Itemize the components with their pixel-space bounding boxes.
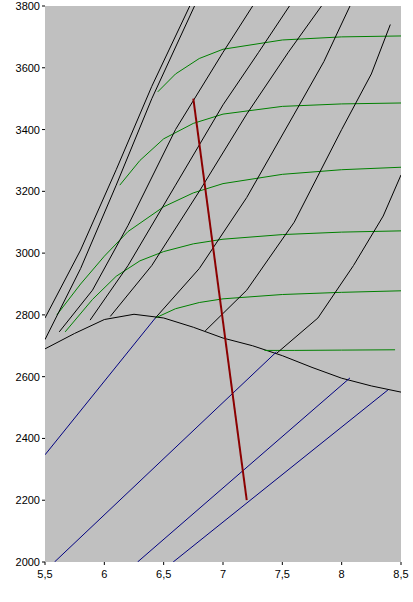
x-tick-label: 6 <box>101 568 107 580</box>
y-tick <box>42 191 45 192</box>
y-tick-label: 3800 <box>16 0 40 12</box>
y-tick-label: 2000 <box>16 556 40 568</box>
x-tick-label: 7,5 <box>275 568 290 580</box>
series-line <box>90 6 289 320</box>
plot-area <box>45 6 401 562</box>
series-line <box>265 349 396 351</box>
y-tick <box>42 376 45 377</box>
series-line <box>45 6 190 318</box>
y-tick <box>42 562 45 563</box>
x-tick <box>163 562 164 565</box>
x-tick-label: 7 <box>220 568 226 580</box>
x-tick <box>223 562 224 565</box>
series-line <box>65 231 401 332</box>
y-tick-label: 3200 <box>16 185 40 197</box>
series-line <box>158 36 401 92</box>
y-tick <box>42 438 45 439</box>
y-tick-label: 3400 <box>16 124 40 136</box>
x-tick <box>282 562 283 565</box>
series-line <box>173 390 388 562</box>
series-line <box>138 378 350 562</box>
series-line <box>193 99 246 501</box>
y-tick-label: 3600 <box>16 62 40 74</box>
x-tick-label: 5,5 <box>37 568 52 580</box>
x-tick-label: 6,5 <box>156 568 171 580</box>
series-line <box>59 6 252 332</box>
y-tick-label: 2200 <box>16 494 40 506</box>
series-line <box>155 291 401 318</box>
series-line <box>45 6 195 340</box>
y-tick-label: 2800 <box>16 309 40 321</box>
y-tick <box>42 6 45 7</box>
series-line <box>155 6 350 318</box>
series-line <box>205 25 390 331</box>
y-tick <box>42 253 45 254</box>
y-tick-label: 2600 <box>16 371 40 383</box>
y-tick <box>42 129 45 130</box>
y-tick <box>42 500 45 501</box>
x-tick-label: 8 <box>339 568 345 580</box>
y-tick-label: 3000 <box>16 247 40 259</box>
series-line <box>45 318 155 455</box>
series-line <box>54 352 276 562</box>
y-tick <box>42 314 45 315</box>
series-group <box>45 6 401 562</box>
series-line <box>57 167 401 315</box>
chart: 5,5 6 6,5 7 7,5 8 8,5 2000 2200 2400 2600 2800 3000 3… <box>0 0 413 602</box>
x-tick-label: 8,5 <box>393 568 408 580</box>
x-tick <box>341 562 342 565</box>
series-line <box>276 175 401 354</box>
x-tick <box>401 562 402 565</box>
y-tick <box>42 67 45 68</box>
y-tick-label: 2400 <box>16 432 40 444</box>
x-tick <box>104 562 105 565</box>
